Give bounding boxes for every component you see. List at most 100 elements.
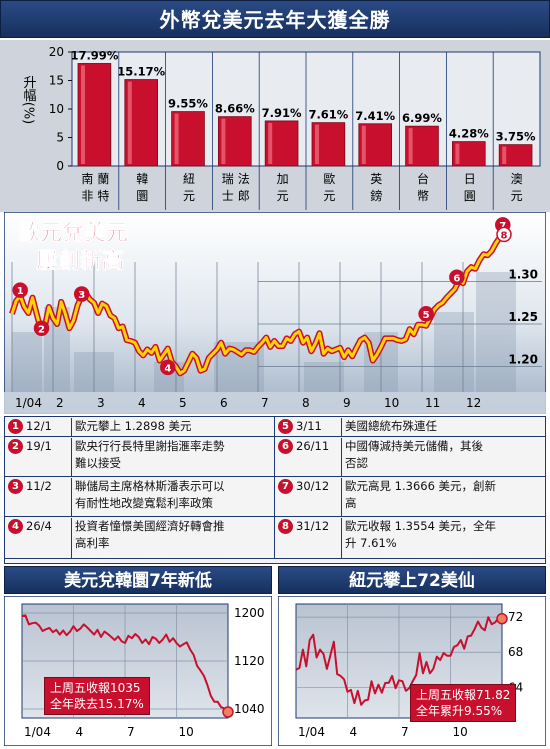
nzd-note-line-1: 上周五收報71.82 bbox=[416, 688, 511, 702]
bar-highlight bbox=[455, 143, 460, 164]
event-marker bbox=[160, 359, 176, 376]
x-tick-label: 12 bbox=[466, 396, 481, 410]
series-line bbox=[295, 616, 503, 706]
event-description: 歐元攀上 1.2898 美元 bbox=[71, 418, 270, 437]
x-tick-label: 10 bbox=[453, 725, 468, 739]
event-number-badge: 8 bbox=[278, 519, 293, 534]
event-number-badge: 7 bbox=[278, 479, 293, 494]
x-tick-label: 6 bbox=[220, 396, 228, 410]
category-label: 幣 bbox=[417, 189, 429, 203]
x-tick-label: 1/04 bbox=[298, 725, 325, 739]
krw-note-line-2: 全年跌去15.17% bbox=[50, 697, 144, 711]
category-label: 日 bbox=[464, 172, 476, 186]
last-value-marker bbox=[496, 612, 508, 625]
x-tick-label: 8 bbox=[302, 396, 310, 410]
event-number-badge: 3 bbox=[8, 479, 23, 494]
bar-value-label: 3.75% bbox=[496, 130, 536, 144]
y-tick-label: 68 bbox=[508, 645, 523, 659]
event-number-badge: 4 bbox=[8, 519, 23, 534]
x-tick-label: 5 bbox=[179, 396, 187, 410]
event-marker-label: 1 bbox=[17, 286, 24, 297]
bar-value-label: 7.61% bbox=[308, 108, 348, 122]
event-date: 12/1 bbox=[26, 419, 52, 433]
event-description-line: 升 7.61% bbox=[345, 536, 397, 550]
x-tick-label: 9 bbox=[343, 396, 351, 410]
event-date: 26/11 bbox=[296, 439, 330, 453]
event-description: 歐元高見 1.3666 美元，創新高 bbox=[341, 478, 541, 517]
event-date: 31/12 bbox=[296, 519, 330, 533]
event-marker-label: 6 bbox=[453, 273, 460, 284]
y-tick-label: 1200 bbox=[234, 606, 265, 620]
event-date: 26/4 bbox=[26, 519, 52, 533]
event-description-line: 難以接受 bbox=[75, 456, 121, 470]
background-building bbox=[434, 312, 474, 392]
event-description-line: 美國總統布殊連任 bbox=[345, 419, 437, 433]
bar-value-label: 9.55% bbox=[168, 97, 208, 111]
event-marker-label: 2 bbox=[38, 324, 45, 335]
event-row: 2 19/1 歐央行行長特里謝指滙率走勢 難以接受 bbox=[5, 437, 275, 477]
bar-highlight bbox=[127, 81, 132, 164]
y-tick-label: 15 bbox=[49, 74, 64, 88]
background-building bbox=[476, 272, 516, 392]
x-tick-label: 10 bbox=[384, 396, 399, 410]
category-label: 南 bbox=[81, 171, 93, 186]
krw-close-note: 上周五收報1035 全年跌去15.17% bbox=[44, 677, 150, 715]
event-marker bbox=[33, 320, 50, 336]
background-building bbox=[12, 332, 42, 392]
event-marker-label: 7 bbox=[499, 221, 506, 232]
event-row: 8 31/12 歐元收報 1.3554 美元，全年升 7.61% bbox=[275, 517, 545, 559]
x-axis-band bbox=[4, 392, 546, 414]
krw-note-line-1: 上周五收報1035 bbox=[50, 681, 141, 695]
category-label: 士 bbox=[222, 189, 234, 203]
event-description-line: 高利率 bbox=[75, 536, 110, 550]
category-label: 特 bbox=[97, 188, 109, 203]
bar-value-label: 4.28% bbox=[449, 127, 489, 141]
category-label: 郎 bbox=[238, 189, 250, 203]
x-tick-label: 4 bbox=[350, 725, 358, 739]
y-tick-label: 1.25 bbox=[508, 310, 538, 324]
category-label: 瑞 bbox=[222, 172, 234, 186]
category-label: 英 bbox=[370, 172, 382, 186]
bar-highlight bbox=[268, 122, 273, 164]
event-marker bbox=[418, 306, 434, 322]
x-tick-label: 2 bbox=[56, 396, 64, 410]
event-row: 1 12/1 歐元攀上 1.2898 美元 bbox=[5, 417, 275, 437]
eur-title-line-1: 歐元兌美元 bbox=[18, 220, 128, 246]
y-axis-label: 升幅(%) bbox=[21, 76, 37, 125]
category-label: 圜 bbox=[136, 189, 148, 203]
category-label: 元 bbox=[511, 189, 523, 203]
category-label: 澳 bbox=[511, 172, 523, 186]
event-date: 19/1 bbox=[26, 439, 52, 453]
category-label: 蘭 bbox=[97, 172, 109, 186]
x-tick-label: 1/04 bbox=[24, 725, 51, 739]
event-description-line: 否認 bbox=[345, 456, 368, 470]
category-label: 韓 bbox=[136, 172, 148, 186]
event-description: 歐央行行長特里謝指滙率走勢 難以接受 bbox=[71, 438, 270, 477]
x-tick-label: 3 bbox=[97, 396, 105, 410]
nzd-note-line-2: 全年累升9.55% bbox=[416, 704, 503, 718]
y-tick-label: 1120 bbox=[234, 654, 265, 668]
bar-value-label: 17.99% bbox=[70, 48, 118, 62]
event-number-badge: 1 bbox=[8, 419, 23, 434]
category-label: 非 bbox=[81, 189, 93, 203]
event-date: 11/2 bbox=[26, 479, 52, 493]
background-building bbox=[304, 362, 344, 392]
event-description-line: 聯儲局主席格林斯潘表示可以 bbox=[75, 479, 225, 493]
x-tick-label: 7 bbox=[401, 725, 409, 739]
category-label: 法 bbox=[238, 172, 250, 186]
y-tick-label: 1040 bbox=[234, 702, 265, 716]
bar-highlight bbox=[174, 113, 179, 164]
krw-title: 美元兌韓圜7年新低 bbox=[4, 566, 272, 594]
x-tick-label: 7 bbox=[127, 725, 135, 739]
last-value-marker bbox=[222, 706, 234, 718]
bar-value-label: 6.99% bbox=[402, 111, 442, 125]
bar-highlight bbox=[502, 146, 507, 164]
eur-usd-chart: 1.301.251.201/04 2 3 4 5 6 7 8 9 10 11 1212345678歐元… bbox=[4, 212, 546, 414]
bar-highlight bbox=[361, 125, 366, 164]
y-tick-label: 0 bbox=[56, 159, 64, 173]
event-description: 中國傳減持美元儲備，其後 否認 bbox=[341, 438, 541, 477]
y-tick-label: 72 bbox=[508, 610, 523, 624]
event-number-badge: 2 bbox=[8, 439, 23, 454]
bar-highlight bbox=[315, 124, 319, 164]
event-row: 5 3/11 美國總統布殊連任 bbox=[275, 417, 545, 437]
